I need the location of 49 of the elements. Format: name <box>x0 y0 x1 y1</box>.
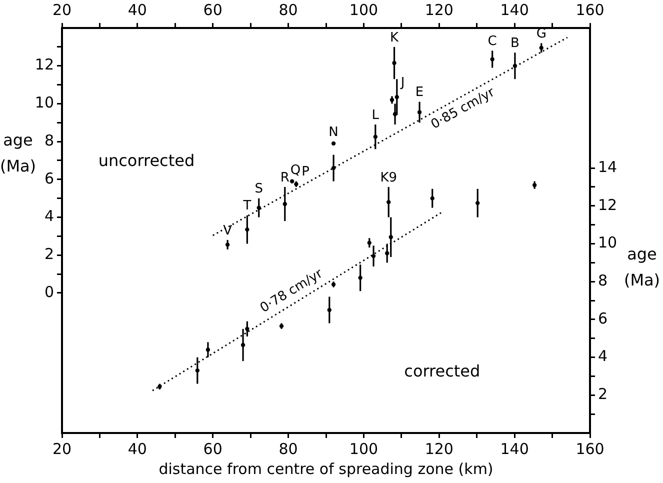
y2-tick-label: 2 <box>598 385 608 404</box>
y-tick-label: 4 <box>44 207 54 226</box>
x2-tick-label: 100 <box>349 0 378 19</box>
annotation: P <box>302 164 310 180</box>
annotation: N <box>328 124 338 140</box>
y-axis-title: age (Ma) <box>0 130 36 176</box>
y2-tick-label: 10 <box>598 234 618 252</box>
annotation: S <box>254 182 263 197</box>
annotation: R <box>280 170 290 186</box>
annotation: B <box>510 36 520 51</box>
y-tick-label: 2 <box>44 244 54 263</box>
x2-tick-label: 60 <box>203 0 222 19</box>
x2-tick-label: 140 <box>500 0 529 19</box>
x-tick-label: 120 <box>424 440 454 458</box>
annotation: J <box>400 75 405 90</box>
annotation: T <box>242 198 252 214</box>
x-tick-label: 140 <box>500 440 529 458</box>
y-tick-label: 10 <box>34 94 54 112</box>
annotation: C <box>488 34 497 50</box>
y-tick-label: 12 <box>34 56 54 74</box>
y2-tick-label: 14 <box>598 158 618 176</box>
annotation: E <box>415 85 424 100</box>
x-tick-label: 80 <box>278 440 298 458</box>
x2-tick-label: 20 <box>52 0 72 19</box>
annotation: K9 <box>380 170 398 186</box>
x-tick-label: 100 <box>349 440 378 458</box>
y-tick-label: 6 <box>44 169 54 188</box>
x-axis-title: distance from centre of spreading zone (km) <box>158 460 494 478</box>
y2-tick-label: 4 <box>598 347 608 366</box>
annotation: K <box>390 30 399 46</box>
x-tick-label: 40 <box>128 440 147 458</box>
x2-tick-label: 80 <box>278 0 298 19</box>
annotation: L <box>372 108 380 123</box>
y-tick-label: 8 <box>44 131 54 150</box>
y2-tick-label: 6 <box>598 309 608 328</box>
annotation: V <box>223 223 232 238</box>
x-tick-label: 20 <box>52 440 72 458</box>
x-tick-label: 60 <box>203 440 222 458</box>
annotation: uncorrected <box>98 150 195 170</box>
annotation: corrected <box>404 361 480 380</box>
y2-tick-label: 8 <box>598 271 608 290</box>
y2-tick-label: 12 <box>598 196 618 214</box>
y-tick-label: 0 <box>44 282 54 301</box>
x2-tick-label: 40 <box>128 0 147 19</box>
x2-tick-label: 120 <box>424 0 454 19</box>
x-tick-label: 160 <box>576 440 604 458</box>
y2-axis-title: age (Ma) <box>624 244 660 290</box>
annotation: Q <box>290 162 301 178</box>
x2-tick-label: 160 <box>576 0 604 19</box>
